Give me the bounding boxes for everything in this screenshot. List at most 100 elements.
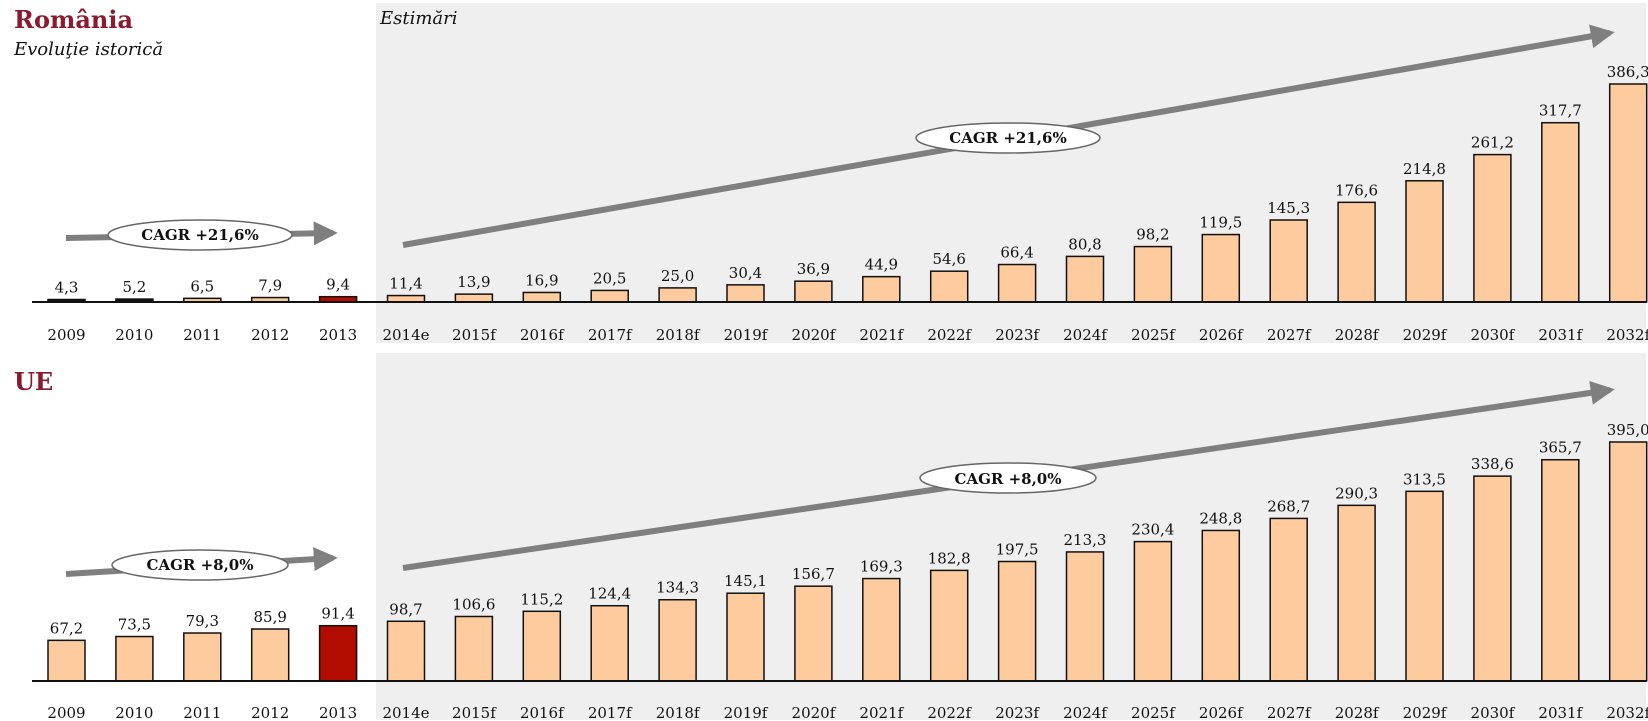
- value-label-2009: 4,3: [55, 279, 79, 297]
- category-label-2017f: 2017f: [588, 704, 633, 721]
- bar-2010: [115, 635, 154, 682]
- forecast-cagr-bubble: [915, 122, 1101, 154]
- value-label-2016f: 115,2: [520, 590, 563, 608]
- category-label-2012: 2012: [251, 326, 289, 344]
- category-label-2029f: 2029f: [1403, 326, 1448, 344]
- bar-2020f: [794, 585, 833, 682]
- bar-2013: [318, 624, 358, 682]
- bar-2031f: [1541, 458, 1580, 682]
- value-label-2022f: 182,8: [928, 549, 971, 567]
- chart-subtitle-romania: Evoluţie istorică: [13, 39, 163, 60]
- bar-2022f: [929, 270, 969, 303]
- value-label-2027f: 268,7: [1267, 497, 1310, 515]
- value-label-2014e: 11,4: [389, 275, 422, 293]
- romania-chart: 4,3 2009 5,2 2010 6,5 2011 7,9 2012 9,4 2013 11,4 2…: [32, 24, 1648, 344]
- value-label-2025f: 230,4: [1131, 521, 1174, 539]
- category-label-2028f: 2028f: [1335, 326, 1380, 344]
- category-label-2015f: 2015f: [452, 704, 497, 721]
- bar-2032f: [1608, 83, 1648, 303]
- value-label-2013: 9,4: [326, 276, 350, 294]
- bar-2024f: [1065, 255, 1105, 303]
- category-label-2030f: 2030f: [1471, 704, 1516, 721]
- category-label-2031f: 2031f: [1538, 326, 1583, 344]
- bar-2028f: [1337, 504, 1376, 682]
- bar-2028f: [1337, 201, 1376, 303]
- value-label-2013: 91,4: [321, 605, 354, 623]
- value-label-2011: 79,3: [186, 612, 219, 630]
- category-label-2009: 2009: [47, 704, 85, 721]
- category-label-2014e: 2014e: [382, 326, 429, 344]
- value-label-2026f: 248,8: [1199, 509, 1242, 527]
- bar-2030f: [1473, 475, 1512, 682]
- value-label-2015f: 106,6: [452, 596, 495, 614]
- category-label-2013: 2013: [319, 326, 357, 344]
- value-label-2018f: 134,3: [656, 579, 699, 597]
- bar-2031f: [1541, 121, 1580, 303]
- category-label-2011: 2011: [183, 326, 221, 344]
- bar-2018f: [658, 287, 697, 303]
- historic-cagr-label: CAGR +8,0%: [147, 556, 254, 574]
- forecast-cagr-bubble: [919, 462, 1097, 494]
- historic-cagr-label: CAGR +21,6%: [141, 226, 258, 244]
- value-label-2026f: 119,5: [1199, 214, 1242, 232]
- category-label-2020f: 2020f: [792, 326, 837, 344]
- bar-2019f: [726, 592, 765, 682]
- value-label-2031f: 317,7: [1539, 102, 1582, 120]
- value-label-2031f: 365,7: [1539, 439, 1582, 457]
- value-label-2012: 85,9: [253, 608, 286, 626]
- value-label-2017f: 20,5: [593, 269, 626, 287]
- category-label-2013: 2013: [319, 704, 357, 721]
- category-label-2032f: 2032f: [1606, 704, 1648, 721]
- category-label-2023f: 2023f: [995, 326, 1040, 344]
- value-label-2019f: 30,4: [729, 264, 762, 282]
- historic-cagr-bubble: [111, 549, 289, 581]
- bar-2009: [47, 639, 86, 682]
- category-label-2010: 2010: [115, 704, 153, 721]
- value-label-2011: 6,5: [190, 277, 214, 295]
- bar-2025f: [1133, 540, 1173, 682]
- category-label-2031f: 2031f: [1538, 704, 1583, 721]
- bar-2026f: [1201, 529, 1241, 682]
- bar-2015f: [454, 293, 494, 303]
- category-label-2016f: 2016f: [520, 326, 565, 344]
- category-label-2024f: 2024f: [1063, 704, 1108, 721]
- category-label-2028f: 2028f: [1335, 704, 1380, 721]
- value-label-2025f: 98,2: [1136, 226, 1169, 244]
- value-label-2010: 73,5: [118, 616, 151, 634]
- category-label-2010: 2010: [115, 326, 153, 344]
- category-label-2027f: 2027f: [1267, 704, 1312, 721]
- category-label-2027f: 2027f: [1267, 326, 1312, 344]
- value-label-2023f: 66,4: [1000, 244, 1033, 262]
- category-label-2024f: 2024f: [1063, 326, 1108, 344]
- bar-2015f: [454, 615, 494, 682]
- value-label-2023f: 197,5: [996, 541, 1039, 559]
- value-label-2020f: 156,7: [792, 565, 835, 583]
- category-label-2019f: 2019f: [724, 704, 769, 721]
- value-label-2029f: 313,5: [1403, 470, 1446, 488]
- bar-2022f: [929, 569, 969, 682]
- bar-2017f: [590, 604, 629, 682]
- bar-2032f: [1608, 441, 1648, 682]
- category-label-2017f: 2017f: [588, 326, 633, 344]
- category-label-2015f: 2015f: [452, 326, 497, 344]
- value-label-2029f: 214,8: [1403, 160, 1446, 178]
- category-label-2021f: 2021f: [859, 704, 904, 721]
- value-label-2027f: 145,3: [1267, 199, 1310, 217]
- category-label-2022f: 2022f: [927, 704, 972, 721]
- value-label-2028f: 290,3: [1335, 484, 1378, 502]
- category-label-2032f: 2032f: [1606, 326, 1648, 344]
- bar-2029f: [1405, 180, 1444, 303]
- bar-2030f: [1473, 153, 1512, 303]
- bar-2023f: [997, 560, 1037, 682]
- category-label-2021f: 2021f: [859, 326, 904, 344]
- ue-chart: 67,2 2009 73,5 2010 79,3 2011 85,9 2012 91,4 2013…: [32, 380, 1648, 721]
- category-label-2019f: 2019f: [724, 326, 769, 344]
- bar-2019f: [726, 284, 765, 303]
- value-label-2009: 67,2: [50, 619, 83, 637]
- category-label-2011: 2011: [183, 704, 221, 721]
- category-label-2029f: 2029f: [1403, 704, 1448, 721]
- category-label-2026f: 2026f: [1199, 326, 1244, 344]
- bar-2016f: [522, 291, 562, 303]
- bar-2021f: [862, 577, 901, 682]
